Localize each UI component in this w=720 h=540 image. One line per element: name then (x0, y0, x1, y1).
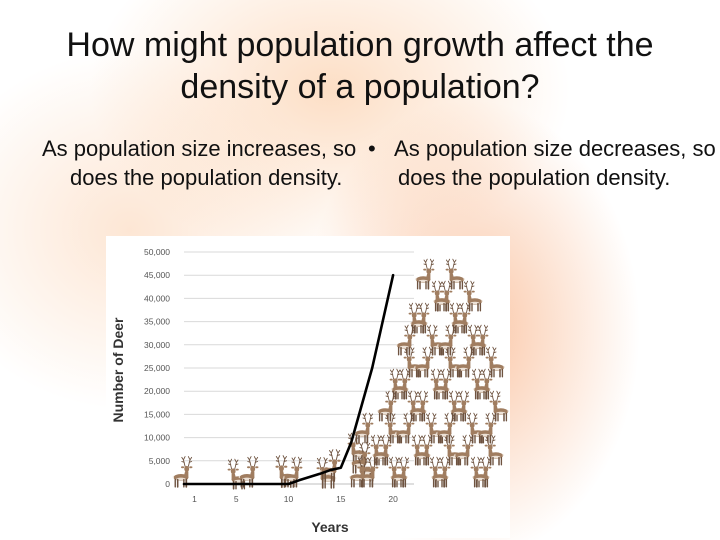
x-tick-label: 1 (192, 494, 197, 504)
bullet-right: • As population size decreases, so does … (368, 134, 718, 192)
slide-title: How might population growth affect the d… (66, 26, 654, 106)
deer-icon (476, 412, 497, 444)
deer-icon (371, 434, 392, 466)
bullet-right-text: As population size decreases, so does th… (394, 136, 716, 190)
y-tick-label: 5,000 (149, 456, 171, 466)
deer-population-chart: 0 5,000 10,000 15,000 20,000 25,000 30,000 35,0… (106, 236, 510, 538)
x-tick-label: 15 (336, 494, 346, 504)
axis-labels: 0 5,000 10,000 15,000 20,000 25,000 30,000 35,0… (110, 247, 398, 535)
deer-icon (485, 346, 506, 378)
deer-icon (395, 324, 416, 356)
bullet-left-text: As population size increases, so does th… (42, 136, 357, 190)
y-tick-label: 10,000 (144, 433, 170, 443)
grid (184, 251, 414, 485)
y-tick-label: 20,000 (144, 386, 170, 396)
deer-icon (489, 390, 510, 422)
deer-icon (413, 346, 434, 378)
y-tick-label: 50,000 (144, 247, 170, 257)
deer-icon (282, 456, 303, 488)
deer-icon (348, 456, 369, 488)
population-series-line (182, 273, 395, 486)
deer-icon (238, 456, 259, 488)
y-tick-label: 15,000 (144, 409, 170, 419)
deer-icon (445, 258, 466, 290)
population-line (182, 273, 395, 486)
y-tick-label: 0 (165, 479, 170, 489)
deer-icon (432, 280, 453, 312)
deer-icon (449, 390, 470, 422)
x-tick-label: 10 (284, 494, 294, 504)
deer-icon (394, 412, 415, 444)
y-tick-label: 45,000 (144, 270, 170, 280)
y-tick-label: 25,000 (144, 363, 170, 373)
deer-icon (468, 324, 489, 356)
y-tick-label: 40,000 (144, 293, 170, 303)
deer-icon (350, 442, 371, 474)
x-tick-label: 5 (234, 494, 239, 504)
x-axis-title: Years (311, 519, 349, 535)
y-axis-title: Number of Deer (110, 317, 126, 423)
deer-icon (463, 280, 484, 312)
y-tick-label: 35,000 (144, 317, 170, 327)
deer-icon (414, 258, 435, 290)
x-tick-label: 20 (388, 494, 398, 504)
deer-icon (389, 456, 410, 488)
deer-icon (412, 434, 433, 466)
deer-icon (472, 368, 493, 400)
bullet-right-marker: • (368, 136, 376, 161)
deer-icon (453, 434, 474, 466)
bullet-left: As population size increases, so does th… (42, 134, 370, 192)
deer-icon (353, 412, 374, 444)
y-tick-label: 30,000 (144, 340, 170, 350)
deer-herd (172, 258, 510, 490)
deer-icon (436, 324, 457, 356)
